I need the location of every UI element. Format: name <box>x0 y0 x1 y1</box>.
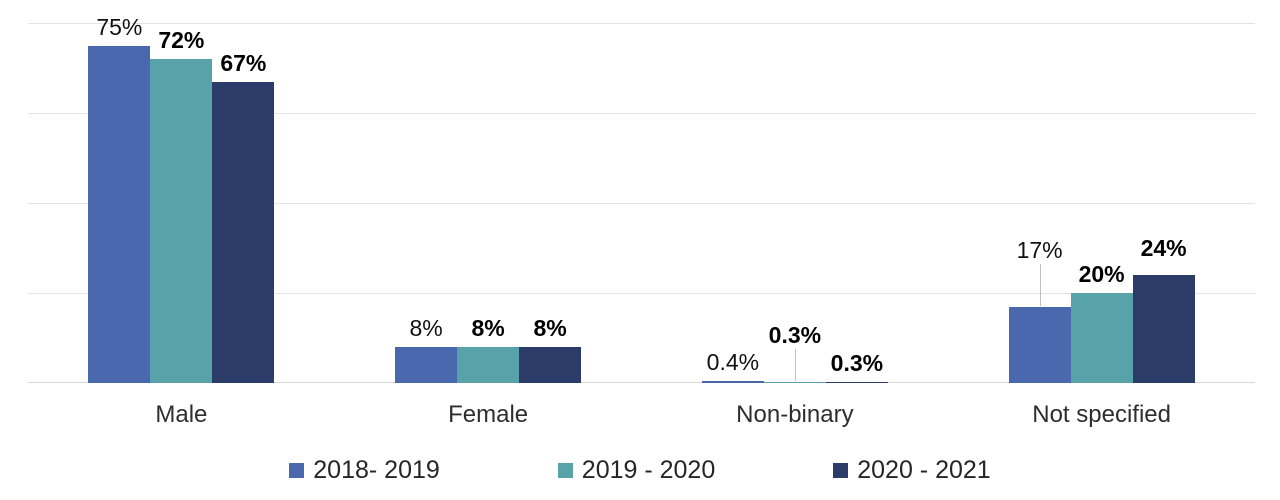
data-label-non-binary-2019-2020: 0.3% <box>768 321 822 348</box>
gridline-40pct <box>28 203 1255 204</box>
gridline-80pct <box>28 23 1255 24</box>
bar-male-2019-2020 <box>150 59 213 383</box>
bar-group-non-binary: 0.4% 0.3% 0.3% <box>701 23 888 383</box>
plot-area: 75% 72% 67% 8% 8% 8% 0.4% 0.3% 0.3% 17% 20% 24% <box>28 15 1255 383</box>
bar-not-specified-2018-2019 <box>1008 306 1071 383</box>
gridline-60pct <box>28 113 1255 114</box>
data-label-female-2018-2019: 8% <box>409 315 443 341</box>
x-axis-category-labels: Male Female Non-binary Not specified <box>28 400 1255 432</box>
data-label-not-specified-2018-2019: 17% <box>1016 236 1063 263</box>
bar-non-binary-2019-2020 <box>763 381 826 383</box>
category-label-non-binary: Non-binary <box>736 401 854 428</box>
data-label-not-specified-2019-2020: 20% <box>1078 261 1125 287</box>
bar-female-2020-2021 <box>519 347 582 383</box>
data-label-non-binary-2018-2019: 0.4% <box>706 349 760 376</box>
bar-group-female: 8% 8% 8% <box>395 23 582 383</box>
legend-item-2018-2019: 2018- 2019 <box>289 455 440 484</box>
data-label-non-binary-2020-2021: 0.3% <box>830 349 884 376</box>
legend-label: 2020 - 2021 <box>857 455 991 484</box>
gridline-0pct <box>28 382 1255 383</box>
label-leader-line <box>794 348 796 381</box>
legend-swatch-icon <box>557 462 573 478</box>
category-label-female: Female <box>448 401 529 428</box>
legend-swatch-icon <box>289 462 305 478</box>
bar-male-2020-2021 <box>212 81 275 383</box>
chart-legend: 2018- 2019 2019 - 2020 2020 - 2021 <box>0 452 1280 488</box>
bar-non-binary-2018-2019 <box>701 381 764 383</box>
label-leader-line <box>1039 263 1041 306</box>
data-label-not-specified-2020-2021: 24% <box>1140 235 1187 261</box>
data-label-female-2020-2021: 8% <box>533 315 567 341</box>
data-label-female-2019-2020: 8% <box>471 315 505 341</box>
legend-item-2020-2021: 2020 - 2021 <box>833 455 991 484</box>
bar-female-2018-2019 <box>395 347 458 383</box>
bar-group-male: 75% 72% 67% <box>88 15 275 383</box>
bar-male-2018-2019 <box>88 45 151 383</box>
category-label-not-specified: Not specified <box>1032 401 1171 428</box>
legend-label: 2018- 2019 <box>313 455 440 484</box>
bar-group-not-specified: 17% 20% 24% <box>1008 23 1195 383</box>
data-label-male-2020-2021: 67% <box>220 49 267 76</box>
legend-item-2019-2020: 2019 - 2020 <box>557 455 716 484</box>
data-label-male-2018-2019: 75% <box>96 13 143 40</box>
bar-non-binary-2020-2021 <box>825 381 888 383</box>
data-label-male-2019-2020: 72% <box>158 27 205 53</box>
bar-not-specified-2019-2020 <box>1070 293 1133 383</box>
bar-female-2019-2020 <box>457 347 520 383</box>
bar-not-specified-2020-2021 <box>1132 275 1195 383</box>
gridline-20pct <box>28 293 1255 294</box>
category-label-male: Male <box>155 401 208 428</box>
legend-swatch-icon <box>833 462 849 478</box>
legend-label: 2019 - 2020 <box>581 455 716 484</box>
